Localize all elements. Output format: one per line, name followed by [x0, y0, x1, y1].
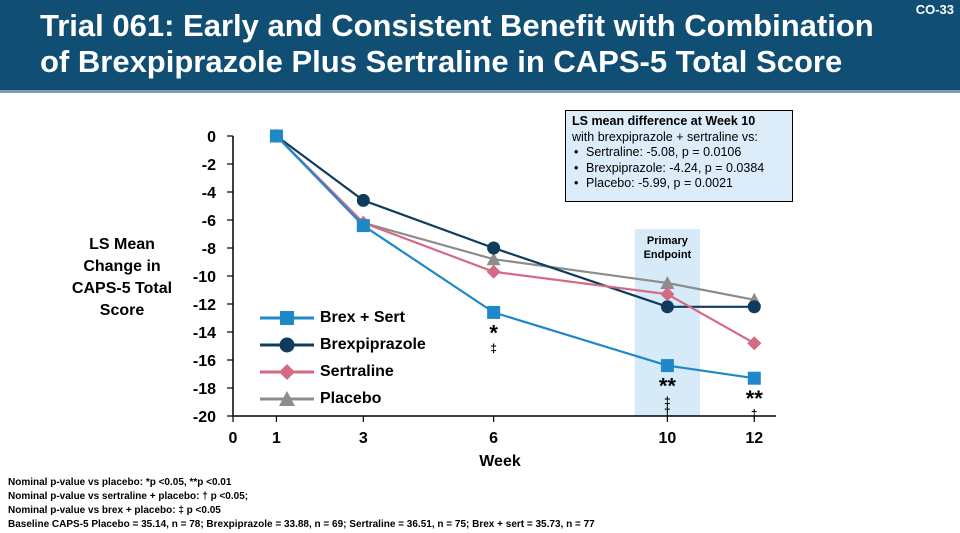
y-tick-label: -12 — [193, 297, 216, 314]
data-point — [356, 219, 370, 233]
chart-legend: Brex + Sert Brexpiprazole Sertraline Pla… — [258, 306, 458, 414]
x-tick-label: 6 — [489, 430, 498, 447]
x-tick-label: 3 — [359, 430, 368, 447]
title-bar: Trial 061: Early and Consistent Benefit … — [0, 0, 960, 90]
circle-marker-icon — [260, 337, 314, 353]
legend-item-placebo: Placebo — [258, 387, 458, 414]
data-point — [747, 336, 762, 351]
significance-symbol: † — [664, 405, 671, 419]
y-tick-label: -6 — [202, 213, 216, 230]
primary-endpoint-band — [634, 229, 700, 416]
data-point — [487, 241, 501, 255]
x-axis-label: Week — [479, 453, 521, 470]
significance-symbol: ‡ — [490, 341, 497, 355]
significance-marker: ** — [746, 386, 764, 411]
y-tick-label: -8 — [202, 241, 216, 258]
stat-item-brexpiprazole: Brexpiprazole: -4.24, p = 0.0384 — [572, 161, 786, 177]
y-tick-label: -10 — [193, 269, 216, 286]
significance-marker: ** — [659, 374, 677, 399]
data-point — [660, 287, 675, 302]
square-marker-icon — [260, 311, 314, 325]
triangle-marker-icon — [260, 391, 314, 406]
data-point — [660, 276, 675, 289]
legend-item-brexpiprazole: Brexpiprazole — [258, 333, 458, 360]
series-brexpiprazole — [269, 129, 761, 314]
footnote-line: Nominal p-value vs brex + placebo: ‡ p <… — [8, 505, 221, 516]
y-tick-label: -4 — [202, 185, 216, 202]
footnote-line: Nominal p-value vs placebo: *p <0.05, **… — [8, 477, 232, 488]
y-tick-label: -16 — [193, 353, 216, 370]
data-point — [269, 129, 283, 143]
ls-mean-difference-box: LS mean difference at Week 10 with brexp… — [565, 110, 793, 202]
significance-marker: * — [489, 320, 498, 345]
data-point — [486, 264, 501, 279]
y-tick-label: -2 — [202, 157, 216, 174]
y-tick-label: 0 — [207, 129, 216, 146]
significance-symbol: ‡ — [664, 395, 671, 409]
diamond-marker-icon — [260, 364, 314, 380]
y-tick-label: -20 — [193, 409, 216, 426]
legend-label: Placebo — [320, 390, 382, 407]
primary-endpoint-label: Endpoint — [644, 249, 692, 261]
footnote-line: Nominal p-value vs sertraline + placebo:… — [8, 491, 249, 502]
data-point — [747, 371, 761, 385]
legend-label: Brex + Sert — [320, 309, 405, 326]
footnote-line: Baseline CAPS-5 Placebo = 35.14, n = 78;… — [8, 519, 595, 530]
stat-item-placebo: Placebo: -5.99, p = 0.0021 — [572, 176, 786, 192]
slide-code: CO-33 — [915, 2, 954, 17]
y-axis-label: LS Mean Change in CAPS-5 Total Score — [71, 236, 173, 319]
x-tick-label: 0 — [229, 430, 238, 447]
y-tick-label: -18 — [193, 381, 216, 398]
title-divider — [0, 90, 960, 93]
legend-item-brex-sert: Brex + Sert — [258, 306, 458, 333]
x-tick-label: 12 — [745, 430, 763, 447]
stat-box-subheading: with brexpiprazole + sertraline vs: — [572, 129, 758, 144]
data-point — [660, 300, 674, 314]
x-tick-label: 1 — [272, 430, 281, 447]
legend-item-sertraline: Sertraline — [258, 360, 458, 387]
stat-box-heading: LS mean difference at Week 10 — [572, 114, 756, 128]
x-tick-label: 10 — [659, 430, 677, 447]
stat-item-sertraline: Sertraline: -5.08, p = 0.0106 — [572, 145, 786, 161]
data-point — [356, 193, 370, 207]
footnotes: Nominal p-value vs placebo: *p <0.05, **… — [8, 476, 958, 532]
data-point — [747, 300, 761, 314]
slide-title: Trial 061: Early and Consistent Benefit … — [40, 8, 874, 79]
legend-label: Sertraline — [320, 363, 394, 380]
significance-symbol: ‡ — [751, 407, 758, 421]
legend-label: Brexpiprazole — [320, 336, 426, 353]
data-point — [660, 359, 674, 373]
stat-box-list: Sertraline: -5.08, p = 0.0106 Brexpipraz… — [572, 145, 786, 192]
series-brex-sert — [269, 129, 761, 385]
primary-endpoint-label: Primary — [647, 235, 689, 247]
data-point — [486, 252, 501, 266]
data-point — [487, 305, 501, 319]
y-tick-label: -14 — [193, 325, 216, 342]
